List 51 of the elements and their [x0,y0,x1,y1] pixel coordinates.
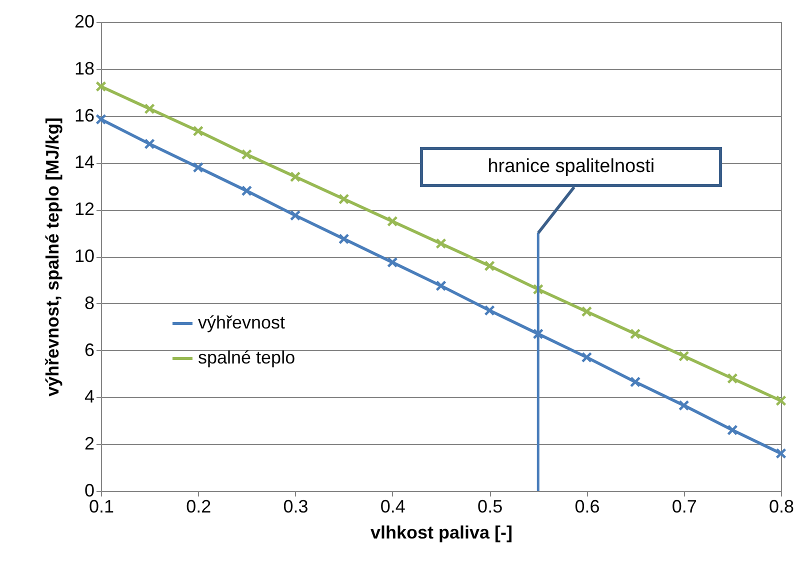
point [192,162,204,173]
point [96,81,106,92]
y-tick-label: 2 [84,434,94,454]
point [290,171,301,182]
point [678,350,690,362]
legend-label: spalné teplo [198,348,296,368]
x-tick-label: 0.6 [574,496,600,516]
callout-box: hranice spalitelnosti [420,147,722,188]
y-tick-label: 10 [74,246,94,266]
point [386,216,398,227]
point [241,149,252,160]
y-tick-label: 14 [74,152,94,172]
point [532,328,544,340]
x-tick-label: 0.4 [380,496,406,516]
y-tick-label: 18 [74,58,94,78]
point [630,328,641,340]
point [436,238,446,250]
point [484,305,496,316]
x-axis-title: vlhkost paliva [-] [370,522,513,542]
y-tick-label: 16 [74,105,94,126]
point [581,352,592,363]
point [436,280,446,292]
point [192,126,204,136]
point [386,256,398,268]
point [776,448,786,459]
x-tick-label: 0.3 [283,496,308,516]
y-tick-label: 6 [84,340,94,360]
point [338,233,350,244]
point [290,210,301,221]
y-axis-title: výhřevnost, spalné teplo [MJ/kg] [42,117,62,397]
point [338,194,350,204]
point [96,114,106,125]
y-tick-label: 8 [84,292,94,313]
point [144,103,156,114]
y-tick-label: 20 [74,12,94,32]
point [630,376,641,388]
x-tick-label: 0.2 [186,496,212,516]
x-tick-label: 0.7 [672,496,697,516]
y-tick-label: 4 [84,386,94,407]
point [726,424,738,436]
y-tick-label: 12 [74,199,94,220]
point [484,260,496,272]
point [144,138,156,150]
point [581,306,592,318]
point [678,400,690,411]
point [776,395,786,406]
legend-label: výhřevnost [198,312,286,332]
point [726,373,738,384]
x-tick-label: 0.5 [478,496,503,516]
x-tick-label: 0.8 [768,496,794,516]
point [241,185,252,196]
